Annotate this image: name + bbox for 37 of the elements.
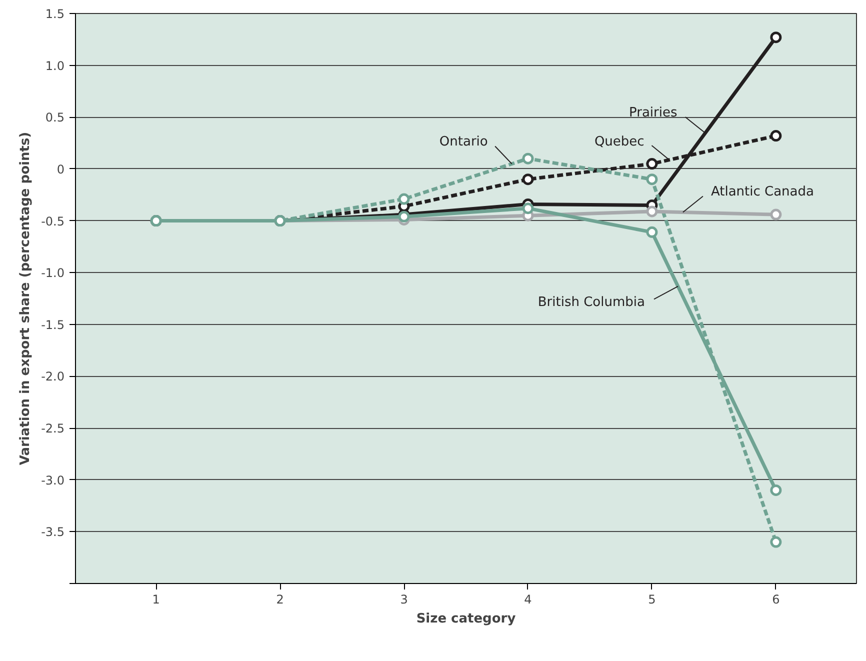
point — [770, 536, 782, 548]
y-tick-label: -2.5 — [41, 422, 65, 436]
x-tick-label: 6 — [772, 592, 780, 606]
point — [770, 130, 782, 142]
x-axis-title: Size category — [416, 612, 516, 626]
y-tick-label: -1.5 — [41, 318, 65, 332]
y-tick-label: -3.0 — [41, 473, 65, 488]
point — [646, 174, 658, 186]
y-tick-label: -1.0 — [41, 266, 65, 280]
point — [398, 193, 410, 205]
y-tick-label: -2.0 — [41, 370, 65, 384]
x-tick-label: 2 — [276, 592, 284, 606]
y-tick-label: 1.0 — [45, 58, 65, 73]
point — [646, 206, 658, 218]
point — [522, 152, 534, 164]
y-tick-label: 0.5 — [45, 110, 65, 125]
point — [646, 226, 658, 238]
x-tick-label: 1 — [152, 592, 160, 606]
point — [522, 202, 534, 214]
x-tick-label: 4 — [524, 592, 532, 606]
y-tick-label: 1.5 — [45, 7, 65, 21]
point — [770, 484, 782, 496]
y-tick-label: 0 — [56, 162, 65, 176]
y-tick-label: -0.5 — [41, 214, 65, 228]
series-label: Ontario — [439, 134, 488, 150]
text: British Columbia — [538, 294, 645, 310]
point — [646, 158, 658, 170]
y-tick-label: -3.5 — [41, 525, 65, 540]
y-axis-title: Variation in export share (percentage points) — [18, 132, 34, 466]
x-tick-label: 3 — [400, 592, 408, 606]
point — [522, 174, 534, 186]
text: Prairies — [628, 106, 678, 121]
series-label: Quebec — [594, 134, 644, 150]
point — [770, 32, 782, 44]
series-label: Atlantic Canada — [710, 184, 814, 200]
point — [770, 208, 782, 220]
x-tick-label: 5 — [648, 592, 656, 606]
